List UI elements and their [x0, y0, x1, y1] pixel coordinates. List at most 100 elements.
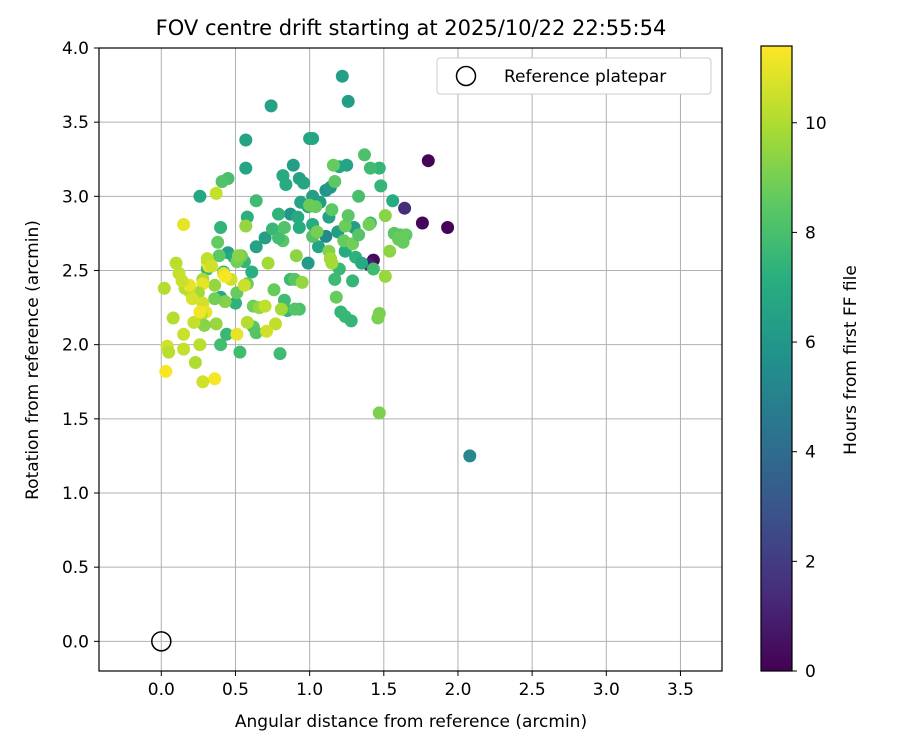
- data-point: [162, 345, 176, 359]
- reference-platepar-marker: [151, 631, 172, 652]
- data-point: [362, 218, 376, 231]
- data-point: [344, 314, 358, 328]
- data-point: [340, 158, 354, 172]
- data-point: [335, 69, 349, 83]
- data-point: [239, 133, 253, 147]
- data-point: [398, 201, 412, 215]
- data-point: [196, 375, 210, 389]
- data-point: [326, 158, 340, 172]
- data-point: [363, 161, 377, 175]
- data-point: [346, 274, 360, 288]
- colorbar-gradient: [761, 46, 792, 671]
- data-point: [218, 269, 232, 283]
- scatter-points: [157, 69, 477, 463]
- colorbar-tick-label: 2: [805, 552, 816, 572]
- data-point: [214, 338, 228, 352]
- data-point: [258, 231, 272, 245]
- data-point: [312, 240, 325, 254]
- data-point: [463, 449, 477, 463]
- data-point: [205, 259, 219, 273]
- x-tick-label: 0.0: [148, 680, 175, 700]
- x-tick-label: 0.5: [222, 680, 249, 700]
- y-tick-label: 3.0: [62, 187, 89, 207]
- x-tick-label: 1.0: [296, 680, 323, 700]
- data-point: [231, 249, 245, 263]
- legend-marker-icon: [455, 65, 477, 87]
- data-point: [288, 302, 302, 316]
- x-axis-ticks: 0.0 0.5 1.0 1.5 2.0 2.5 3.0 3.5: [148, 671, 694, 700]
- data-point: [193, 305, 207, 319]
- data-point: [328, 175, 342, 188]
- data-point: [249, 240, 263, 254]
- data-point: [310, 225, 324, 239]
- data-point: [352, 228, 366, 242]
- data-point: [197, 318, 211, 332]
- data-point: [193, 338, 207, 352]
- data-point: [172, 267, 186, 280]
- data-point: [230, 327, 244, 341]
- data-point: [177, 342, 191, 356]
- data-point: [325, 256, 339, 270]
- data-point: [261, 256, 275, 270]
- data-point: [286, 158, 300, 172]
- data-point: [177, 218, 191, 231]
- data-point: [366, 262, 380, 276]
- data-point: [355, 256, 369, 270]
- data-point: [325, 203, 339, 217]
- data-point: [166, 311, 180, 325]
- chart-title: FOV centre drift starting at 2025/10/22 …: [156, 16, 667, 40]
- data-point: [185, 292, 199, 306]
- y-tick-label: 1.0: [62, 484, 89, 504]
- data-point: [272, 231, 285, 245]
- data-point: [272, 207, 285, 221]
- data-point: [289, 249, 303, 263]
- data-point: [239, 161, 253, 175]
- data-point: [371, 311, 385, 325]
- y-tick-label: 1.5: [62, 410, 89, 430]
- data-point: [358, 148, 371, 162]
- data-point: [441, 221, 455, 234]
- data-point: [352, 189, 366, 203]
- data-point: [188, 356, 202, 369]
- data-point: [240, 315, 254, 329]
- y-tick-label: 2.5: [62, 262, 89, 282]
- data-point: [193, 189, 207, 203]
- data-point: [341, 94, 355, 108]
- data-point: [378, 269, 392, 283]
- data-point: [157, 281, 171, 295]
- data-point: [249, 194, 263, 208]
- data-point: [267, 283, 281, 297]
- data-point: [209, 317, 223, 331]
- data-point: [239, 219, 253, 233]
- data-point: [292, 221, 306, 234]
- data-point: [249, 326, 263, 340]
- data-point: [386, 194, 400, 208]
- data-point: [273, 347, 287, 361]
- colorbar-tick-label: 6: [805, 333, 816, 353]
- data-point: [245, 265, 259, 279]
- x-axis-label: Angular distance from reference (arcmin): [235, 712, 587, 732]
- data-point: [269, 317, 282, 331]
- data-point: [372, 161, 386, 175]
- y-tick-label: 2.0: [62, 336, 89, 356]
- y-axis-ticks: 0.0 0.5 1.0 1.5 2.0 2.5 3.0 3.5 4.0: [62, 39, 99, 652]
- colorbar: 0 2 4 6 8 10 Hours from first FF file: [760, 45, 861, 682]
- data-point: [291, 210, 305, 224]
- colorbar-tick-label: 10: [805, 114, 827, 134]
- data-point: [338, 219, 352, 233]
- colorbar-ticks: 0 2 4 6 8 10: [792, 114, 827, 682]
- data-point: [301, 256, 315, 270]
- data-point: [215, 175, 229, 188]
- data-point: [218, 295, 232, 309]
- y-tick-label: 3.5: [62, 113, 89, 133]
- data-point: [264, 99, 278, 113]
- legend-box: [436, 57, 712, 95]
- y-tick-label: 4.0: [62, 39, 89, 59]
- x-tick-label: 2.0: [444, 680, 471, 700]
- data-point: [209, 186, 223, 200]
- x-tick-label: 3.5: [667, 680, 694, 700]
- data-point: [295, 275, 309, 289]
- x-tick-label: 1.5: [370, 680, 397, 700]
